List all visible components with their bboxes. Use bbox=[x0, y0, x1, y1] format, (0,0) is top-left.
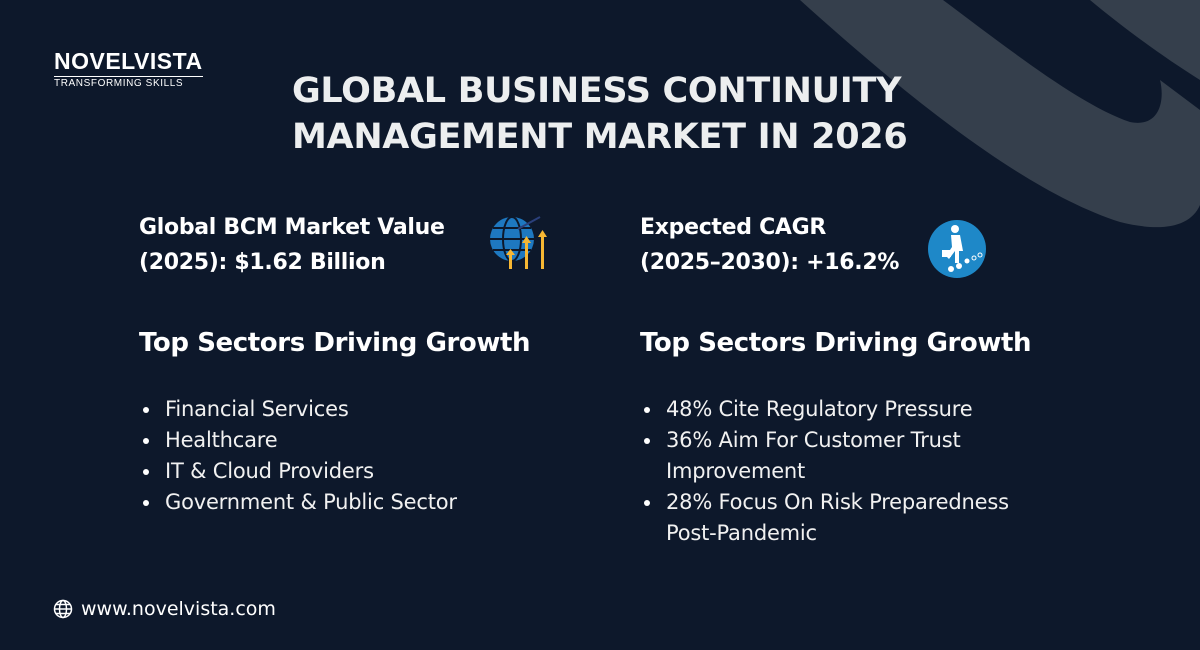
list-item: Government & Public Sector bbox=[139, 487, 539, 518]
globe-icon bbox=[53, 599, 73, 619]
page-title: GLOBAL BUSINESS CONTINUITY MANAGEMENT MA… bbox=[292, 68, 908, 160]
stat-value: (2025–2030): +16.2% bbox=[640, 250, 900, 275]
brand-tagline: TRANSFORMING SKILLS bbox=[54, 76, 203, 89]
right-section-heading: Top Sectors Driving Growth bbox=[640, 328, 1032, 358]
left-section-heading: Top Sectors Driving Growth bbox=[139, 328, 531, 358]
list-item: 48% Cite Regulatory Pressure bbox=[640, 394, 1030, 425]
left-sector-list: Financial Services Healthcare IT & Cloud… bbox=[139, 394, 539, 518]
right-driver-list: 48% Cite Regulatory Pressure 36% Aim For… bbox=[640, 394, 1030, 549]
list-item: Healthcare bbox=[139, 425, 539, 456]
list-item: 28% Focus On Risk Preparedness Post-Pand… bbox=[640, 487, 1030, 549]
list-item: IT & Cloud Providers bbox=[139, 456, 539, 487]
brand-name: NOVELVISTA bbox=[54, 48, 203, 74]
stat-value: (2025): $1.62 Billion bbox=[139, 250, 386, 275]
footer: www.novelvista.com bbox=[53, 598, 276, 620]
list-item: Financial Services bbox=[139, 394, 539, 425]
stat-label: Expected CAGR bbox=[640, 215, 827, 240]
list-item: 36% Aim For Customer Trust Improvement bbox=[640, 425, 1030, 487]
brand-logo: NOVELVISTA TRANSFORMING SKILLS bbox=[54, 48, 203, 89]
title-line-1: GLOBAL BUSINESS CONTINUITY bbox=[292, 71, 902, 111]
businessman-climbing-icon bbox=[928, 220, 986, 278]
stat-label: Global BCM Market Value bbox=[139, 215, 445, 240]
globe-growth-arrows-icon bbox=[490, 216, 547, 269]
cagr-stat: Expected CAGR (2025–2030): +16.2% bbox=[640, 210, 899, 280]
market-value-stat: Global BCM Market Value (2025): $1.62 Bi… bbox=[139, 210, 445, 280]
website-link[interactable]: www.novelvista.com bbox=[81, 598, 276, 620]
title-line-2: MANAGEMENT MARKET IN 2026 bbox=[292, 117, 908, 157]
